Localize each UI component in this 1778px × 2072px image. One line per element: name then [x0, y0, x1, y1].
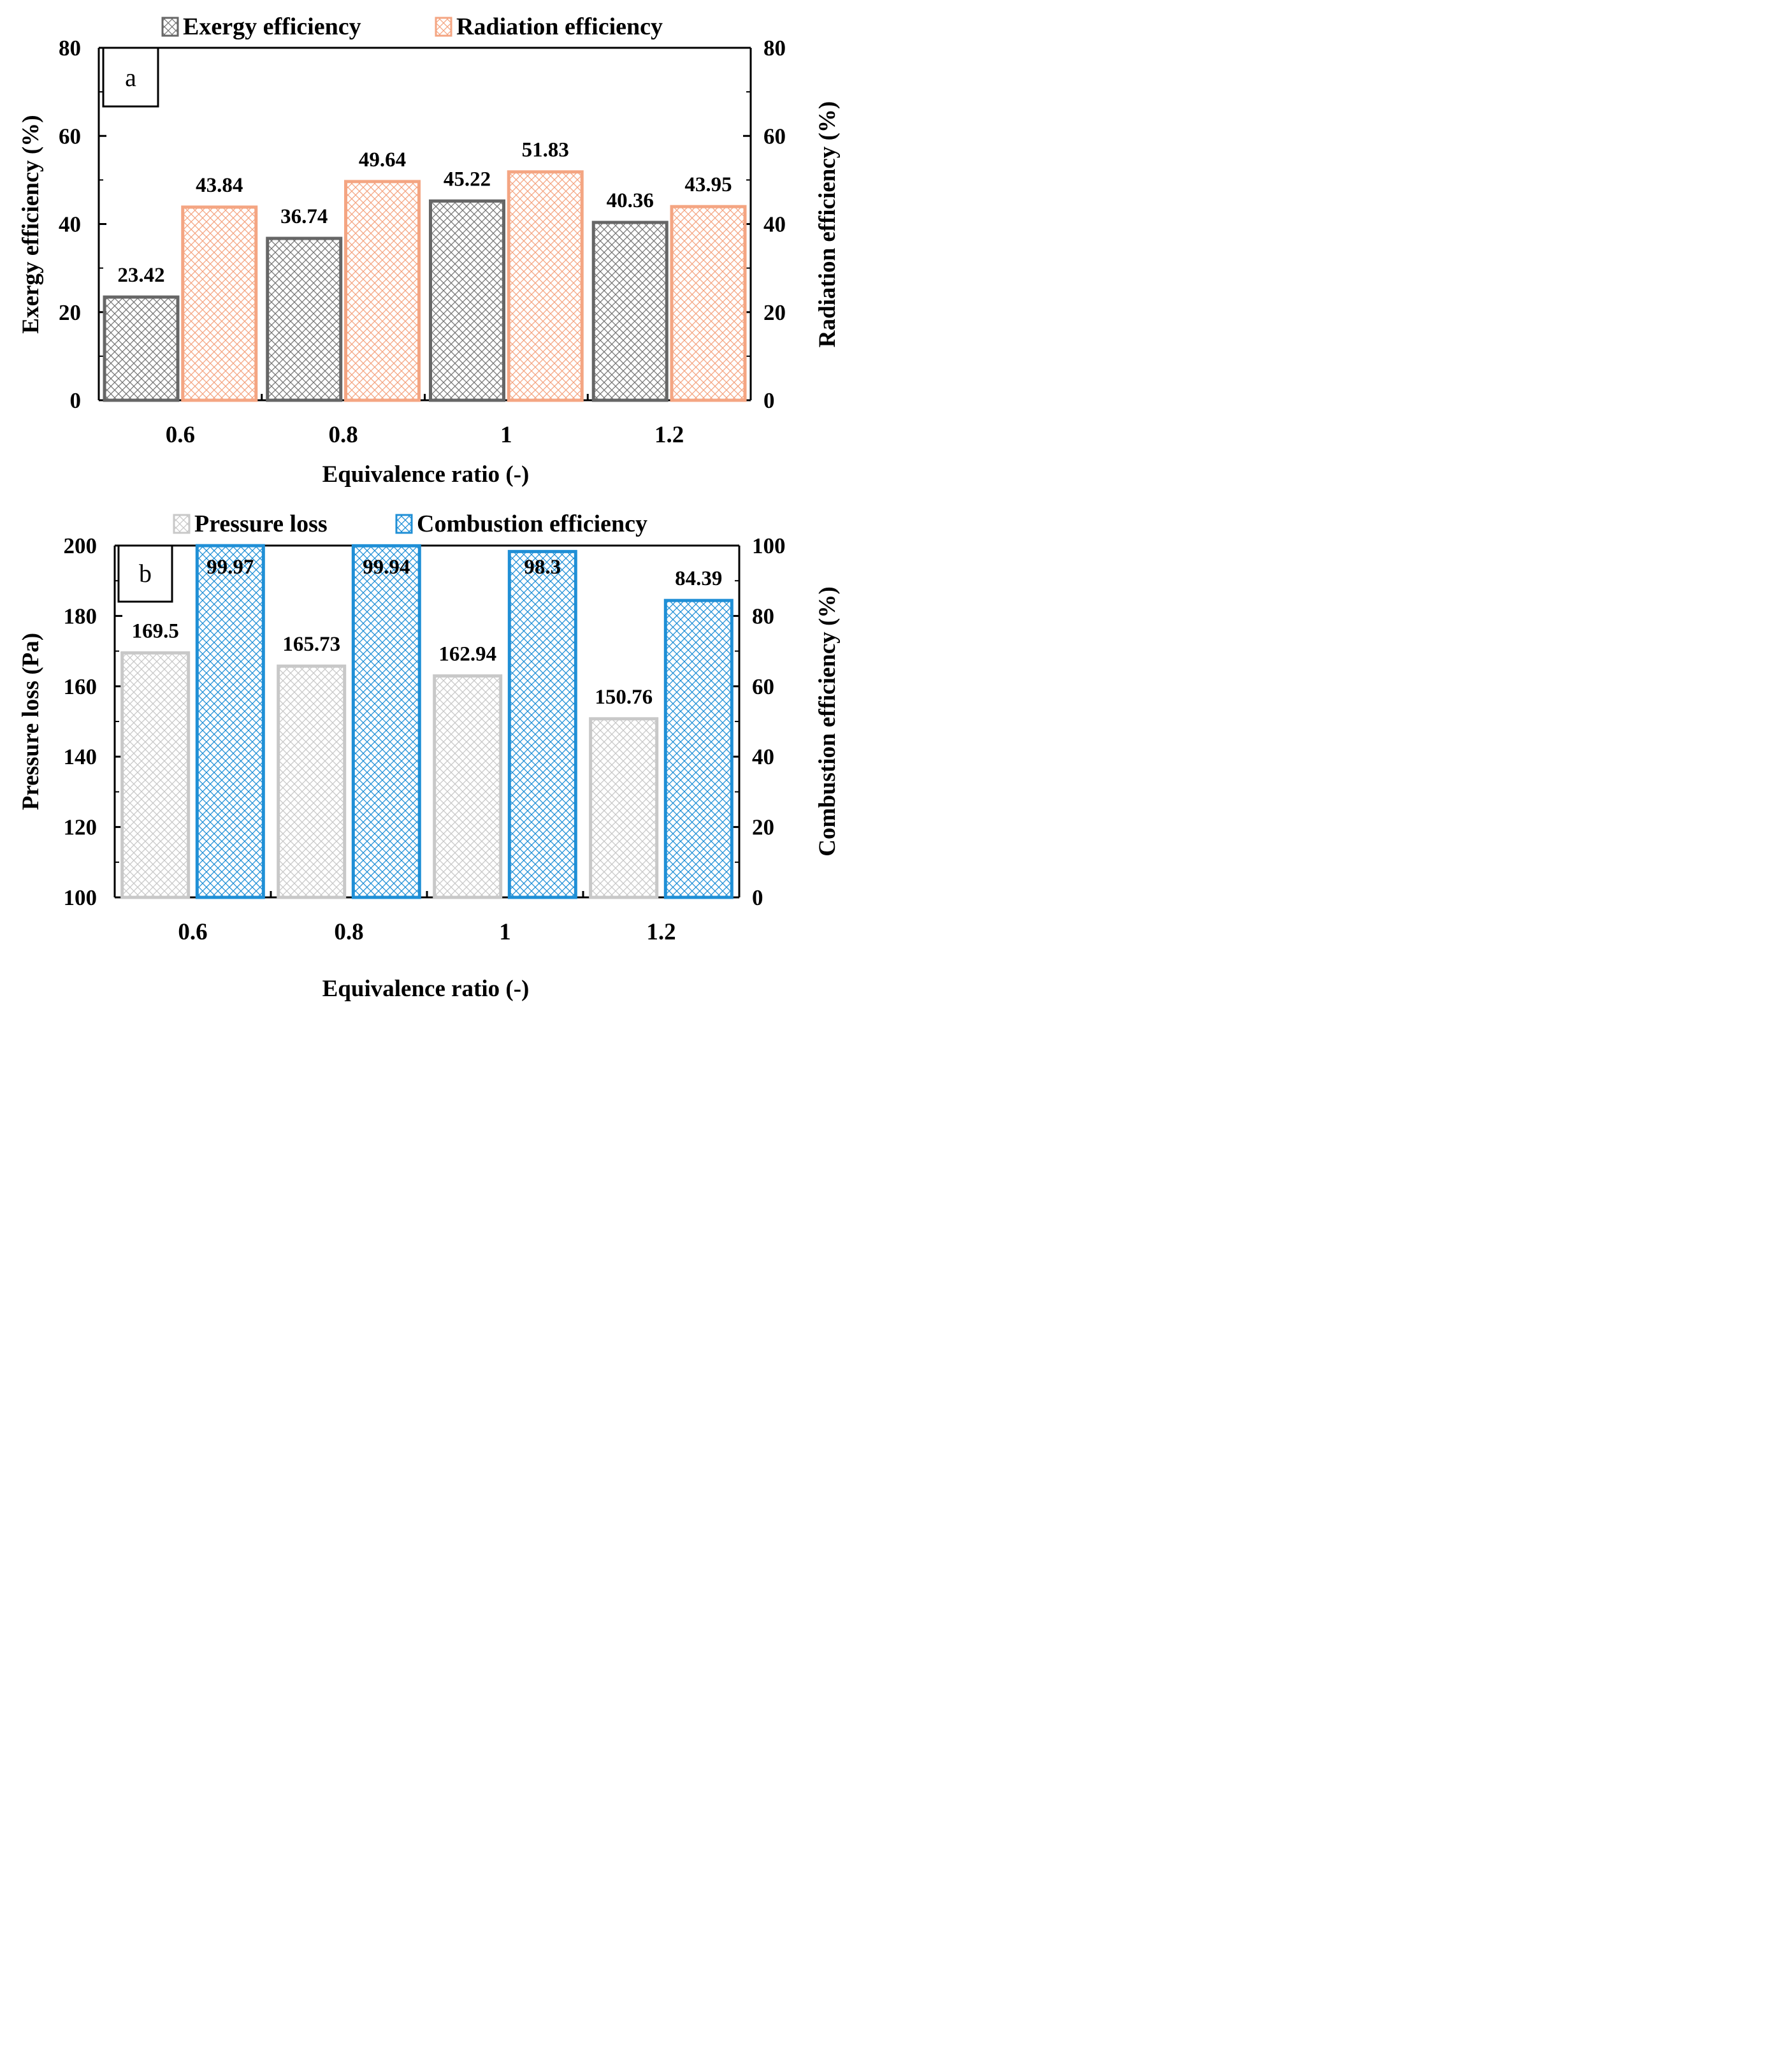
panel-letter: b [139, 559, 152, 588]
x-tick-label: 0.6 [166, 422, 195, 448]
y2-tick-label: 20 [763, 300, 786, 325]
bar-combustion-efficiency-1 [507, 549, 577, 899]
data-label-radiation-efficiency: 43.95 [684, 173, 732, 196]
y2-tick-label: 20 [752, 815, 774, 840]
y2-tick-label: 40 [763, 212, 786, 237]
bar-pressure-loss-1 [433, 674, 503, 899]
data-label-combustion-efficiency: 84.39 [675, 567, 722, 590]
legend-swatch-pressure [173, 514, 191, 534]
bar-pressure-loss-1.2 [589, 717, 659, 899]
y2-tick-label: 100 [752, 533, 786, 558]
x-tick-label: 0.8 [334, 919, 363, 945]
y-tick-label: 180 [64, 604, 98, 628]
x-axis-title: Equivalence ratio (-) [322, 976, 530, 1002]
x-axis-title: Equivalence ratio (-) [322, 461, 530, 488]
y-tick-label: 160 [64, 674, 98, 699]
bar-radiation-efficiency-1 [507, 170, 584, 402]
y-tick-label: 20 [59, 300, 81, 325]
y-axis-title: Exergy efficiency (%) [18, 115, 44, 333]
legend-swatch-exergy [161, 17, 179, 37]
y-tick-label: 40 [59, 212, 81, 237]
y2-axis-title: Combustion efficiency (%) [814, 586, 841, 856]
y-tick-label: 120 [64, 815, 98, 840]
y2-tick-label: 60 [763, 124, 786, 149]
x-tick-label: 1.2 [654, 422, 684, 448]
x-tick-label: 1.2 [646, 919, 676, 945]
data-label-exergy-efficiency: 40.36 [607, 189, 654, 212]
bar-combustion-efficiency-1.2 [663, 598, 734, 899]
y2-tick-label: 60 [752, 674, 774, 699]
data-labels: 23.42 36.74 45.22 40.36 43.84 49.64 51.83 43.95 [117, 139, 732, 287]
y2-axis-title: Radiation efficiency (%) [814, 101, 841, 347]
bars [120, 544, 734, 899]
data-label-radiation-efficiency: 49.64 [359, 149, 406, 171]
y2-tick-label: 40 [752, 744, 774, 769]
bar-combustion-efficiency-0.8 [351, 544, 421, 899]
legend-swatch-radiation [435, 17, 452, 37]
data-label-radiation-efficiency: 51.83 [522, 139, 569, 162]
bar-combustion-efficiency-0.6 [195, 544, 265, 899]
data-label-combustion-efficiency: 98.3 [524, 556, 561, 579]
data-label-pressure-loss: 165.73 [282, 633, 340, 656]
y2-tick-label: 80 [752, 604, 774, 628]
y-tick-label: 0 [70, 388, 82, 413]
data-label-exergy-efficiency: 45.22 [444, 168, 491, 191]
data-labels: 169.5 165.73 162.94 150.76 99.97 99.94 98.3 84.… [132, 556, 723, 709]
bar-radiation-efficiency-0.8 [344, 180, 421, 402]
data-label-exergy-efficiency: 36.74 [280, 205, 328, 228]
bar-radiation-efficiency-1.2 [670, 205, 747, 402]
legend-label-combustion: Combustion efficiency [417, 511, 647, 537]
y-tick-label: 100 [64, 885, 98, 910]
panel-letter-box: b [117, 544, 173, 603]
y-tick-label: 80 [59, 36, 81, 61]
data-label-radiation-efficiency: 43.84 [196, 174, 243, 197]
y2-tick-label: 80 [763, 36, 786, 61]
figure: Exergy efficiency Radiation efficiency 0… [18, 13, 841, 1002]
legend-label-exergy: Exergy efficiency [183, 13, 361, 40]
data-label-pressure-loss: 169.5 [132, 619, 179, 642]
x-tick-label: 1 [500, 422, 512, 448]
y-tick-label: 140 [64, 744, 98, 769]
legend: Pressure loss Combustion efficiency [173, 511, 647, 537]
bar-pressure-loss-0.8 [277, 664, 347, 899]
panel-b: Pressure loss Combustion efficiency 100 1… [18, 511, 841, 1002]
x-tick-label: 0.6 [178, 919, 207, 945]
axes: 0 20 40 60 80 0 20 40 60 80 0.6 0.8 1 1.2 [59, 36, 786, 448]
y-tick-label: 200 [64, 533, 98, 558]
bar-exergy-efficiency-0.8 [266, 236, 343, 402]
panel-letter-box: a [102, 47, 159, 108]
data-label-pressure-loss: 150.76 [595, 686, 653, 709]
legend: Exergy efficiency Radiation efficiency [161, 13, 663, 40]
bar-radiation-efficiency-0.6 [181, 205, 258, 402]
bar-exergy-efficiency-1 [428, 199, 505, 402]
x-tick-label: 1 [499, 919, 511, 945]
y2-tick-label: 0 [752, 885, 763, 910]
legend-label-radiation: Radiation efficiency [456, 13, 663, 40]
data-label-pressure-loss: 162.94 [438, 643, 496, 666]
legend-swatch-combustion [395, 514, 413, 534]
bar-exergy-efficiency-1.2 [591, 221, 669, 402]
data-label-exergy-efficiency: 23.42 [117, 264, 164, 287]
legend-label-pressure: Pressure loss [194, 511, 328, 537]
panel-a: Exergy efficiency Radiation efficiency 0… [18, 13, 841, 488]
y-tick-label: 60 [59, 124, 81, 149]
y-axis-title: Pressure loss (Pa) [18, 633, 44, 810]
panel-letter: a [125, 63, 136, 92]
data-label-combustion-efficiency: 99.94 [363, 556, 410, 579]
data-label-combustion-efficiency: 99.97 [206, 556, 254, 579]
bar-pressure-loss-0.6 [120, 651, 191, 899]
x-tick-label: 0.8 [329, 422, 358, 448]
bars [103, 170, 747, 402]
bar-exergy-efficiency-0.6 [103, 295, 180, 402]
y2-tick-label: 0 [763, 388, 775, 413]
